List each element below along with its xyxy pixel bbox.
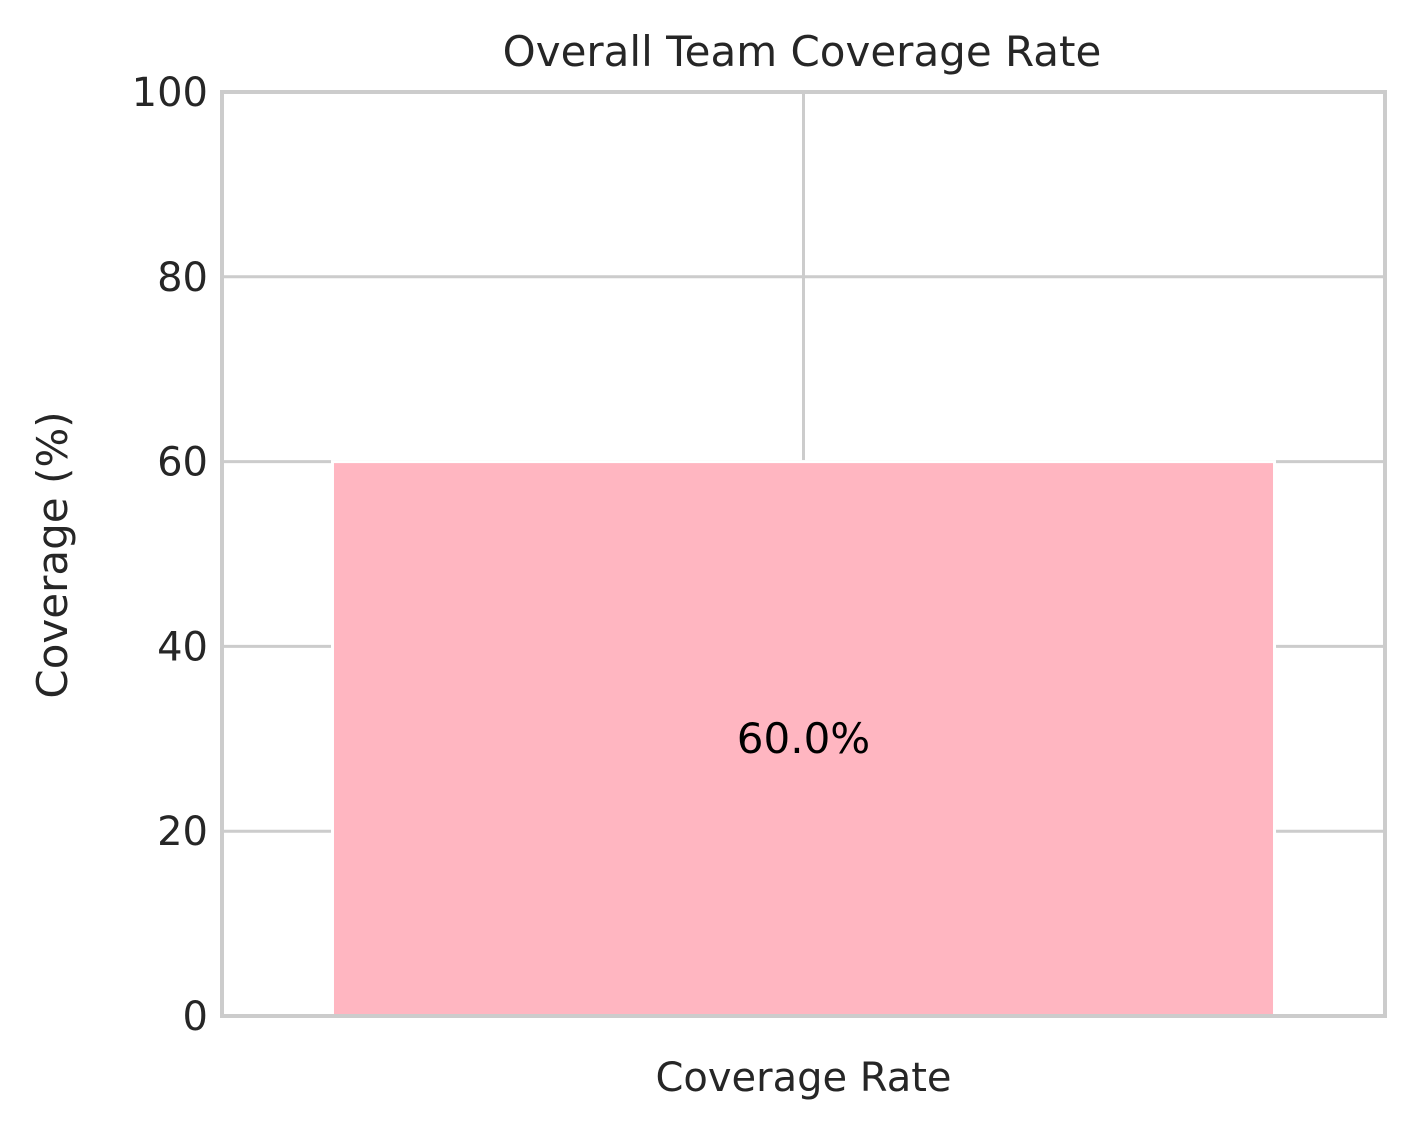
y-tick-label: 20 xyxy=(157,809,208,855)
x-tick-label: Coverage Rate xyxy=(655,1055,951,1101)
y-tick-label: 40 xyxy=(157,624,208,670)
plot-frame xyxy=(220,90,1387,1018)
tick-labels: 0 20 40 60 80 100 Coverage Rate xyxy=(132,70,952,1101)
y-tick-label: 60 xyxy=(157,440,208,486)
axes-frame xyxy=(220,90,1387,1018)
y-axis-label: Coverage (%) xyxy=(28,411,77,698)
y-tick-label: 80 xyxy=(157,255,208,301)
y-tick-label: 100 xyxy=(132,70,208,116)
y-tick-label: 0 xyxy=(183,994,208,1040)
chart-title: Overall Team Coverage Rate xyxy=(503,27,1102,76)
bar-value-label: 60.0% xyxy=(737,714,870,763)
data-labels: 60.0% xyxy=(737,714,870,763)
